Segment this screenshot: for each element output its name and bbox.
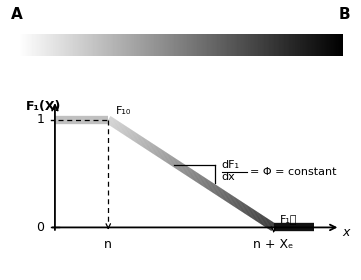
Text: F₁₀: F₁₀ xyxy=(116,106,132,116)
Text: x: x xyxy=(342,226,349,239)
Text: dx: dx xyxy=(222,172,235,182)
Text: n + Xₑ: n + Xₑ xyxy=(253,238,294,251)
Text: 0: 0 xyxy=(36,221,44,234)
Text: F₁⁥: F₁⁥ xyxy=(280,214,298,224)
Text: F₁(X): F₁(X) xyxy=(26,100,61,113)
Text: dF₁: dF₁ xyxy=(222,160,240,170)
Text: n: n xyxy=(104,238,112,251)
Text: B: B xyxy=(339,7,350,22)
Text: A: A xyxy=(11,7,23,22)
Text: = Φ = constant: = Φ = constant xyxy=(249,167,336,177)
Text: 1: 1 xyxy=(36,113,44,126)
